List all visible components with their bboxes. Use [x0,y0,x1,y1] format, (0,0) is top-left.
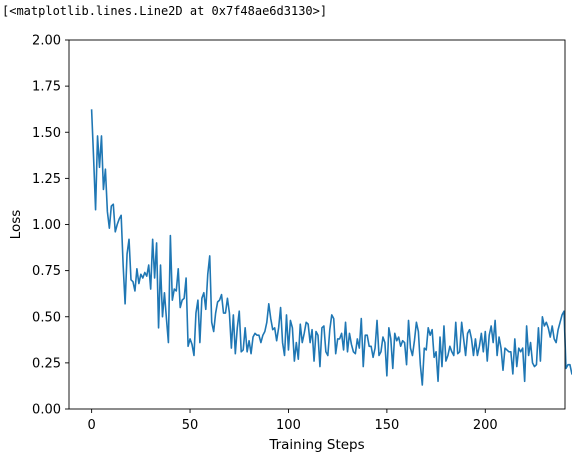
axes-frame [68,39,566,410]
y-tick-label: 1.75 [32,80,61,95]
y-tick-label: 0.00 [32,403,61,418]
x-axis-label: Training Steps [268,437,364,453]
y-tick-label: 1.00 [32,218,61,233]
output-repr-text: [<matplotlib.lines.Line2D at 0x7f48ae6d3… [2,4,328,18]
x-tick-label: 100 [276,418,301,433]
loss-series-line [90,109,572,386]
plot-area: 0 50 100 150 200 0.00 0.25 0.50 0.75 1.00 1.25 1.50… [8,34,572,453]
x-tick-label: 50 [182,418,199,433]
x-tick-label: 0 [87,418,95,433]
y-tick-label: 0.50 [32,310,61,325]
y-tick-label: 1.25 [32,172,61,187]
y-tick-label: 0.75 [32,264,61,279]
x-tick-label: 200 [473,418,498,433]
y-tick-label: 1.50 [32,126,61,141]
x-tick-label: 150 [374,418,399,433]
y-tick-label: 2.00 [32,34,61,49]
y-axis-label: Loss [8,210,24,240]
y-tick-label: 0.25 [32,356,61,371]
